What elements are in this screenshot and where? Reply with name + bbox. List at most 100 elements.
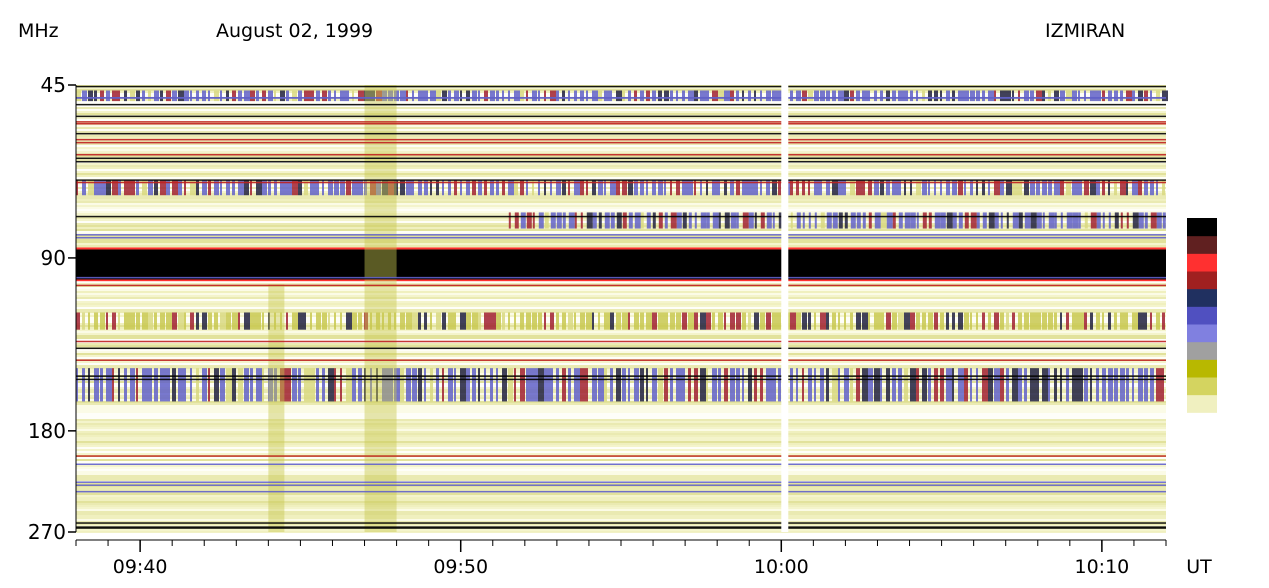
band-segment	[742, 180, 748, 196]
band-segment	[802, 368, 804, 402]
x-tick-label: 10:00	[754, 556, 809, 578]
band-segment	[808, 368, 812, 402]
band-segment	[928, 90, 932, 102]
band-segment	[550, 212, 556, 229]
band-segment	[478, 90, 480, 102]
noise-row	[76, 357, 1166, 359]
band-segment	[274, 180, 277, 196]
band-segment	[712, 368, 717, 402]
noise-row	[76, 89, 1166, 91]
interference-line	[76, 481, 1166, 483]
noise-row	[76, 515, 1166, 517]
band-segment	[496, 90, 499, 102]
band-segment	[658, 212, 663, 229]
band-segment	[166, 180, 170, 196]
band-segment	[538, 90, 540, 102]
band-segment	[130, 180, 135, 196]
interference-line	[76, 236, 1166, 239]
band-segment	[574, 368, 580, 402]
noise-row	[76, 183, 1166, 185]
interference-line	[76, 526, 1166, 528]
noise-row	[76, 289, 1166, 291]
noise-row	[76, 173, 1166, 175]
band-segment	[1006, 368, 1009, 402]
band-segment	[136, 90, 140, 102]
band-segment	[724, 212, 730, 229]
band-segment	[556, 180, 561, 196]
band-segment	[772, 212, 775, 229]
band-segment	[622, 368, 626, 402]
band-segment	[322, 368, 325, 402]
noise-row	[76, 511, 1166, 513]
noise-row	[76, 485, 1166, 487]
band-segment	[874, 180, 879, 196]
noise-row	[76, 207, 1166, 209]
interference-line	[76, 378, 1166, 381]
band-segment	[196, 180, 199, 196]
noise-row	[76, 421, 1166, 423]
band-segment	[1132, 90, 1135, 102]
band-segment	[676, 312, 681, 330]
band-segment	[160, 90, 163, 102]
noise-row	[76, 167, 1166, 169]
band-segment	[634, 368, 639, 402]
band-segment	[334, 90, 336, 102]
band-segment	[106, 368, 112, 402]
noise-row	[76, 293, 1166, 295]
noise-row	[76, 467, 1166, 469]
band-segment	[928, 312, 933, 330]
noise-row	[76, 143, 1166, 145]
band-segment	[562, 90, 565, 102]
band-segment	[826, 212, 832, 229]
band-segment	[832, 312, 836, 330]
band-segment	[952, 212, 957, 229]
interference-line	[76, 179, 1166, 181]
band-segment	[478, 312, 481, 330]
colorbar-segment	[1187, 377, 1217, 396]
band-segment	[184, 312, 186, 330]
noise-row	[76, 459, 1166, 461]
band-segment	[850, 212, 856, 229]
band-segment	[226, 180, 230, 196]
band-segment	[730, 180, 734, 196]
band-segment	[94, 90, 97, 102]
band-segment	[376, 180, 381, 196]
band-segment	[676, 212, 682, 229]
band-segment	[544, 90, 546, 102]
band-segment	[502, 180, 505, 196]
band-segment	[1084, 212, 1088, 229]
band-segment	[862, 312, 868, 330]
band-segment	[586, 90, 588, 102]
noise-row	[76, 291, 1166, 293]
band-segment	[436, 90, 441, 102]
band-segment	[1138, 90, 1143, 102]
noise-row	[76, 129, 1166, 131]
band-segment	[676, 368, 682, 402]
band-segment	[442, 368, 444, 402]
band-segment	[616, 180, 620, 196]
interference-line	[76, 157, 1166, 160]
band-segment	[724, 90, 730, 102]
band-segment	[874, 212, 881, 229]
band-segment	[232, 90, 236, 102]
noise-row	[76, 305, 1166, 307]
band-segment	[1102, 180, 1105, 196]
band-segment	[406, 90, 408, 102]
band-segment	[952, 312, 955, 330]
noise-row	[76, 405, 1166, 407]
band-segment	[448, 90, 451, 102]
band-segment	[526, 368, 532, 402]
band-segment	[418, 368, 422, 402]
band-segment	[100, 90, 104, 102]
band-segment	[832, 368, 838, 402]
band-segment	[376, 312, 380, 330]
band-segment	[490, 90, 495, 102]
noise-row	[76, 443, 1166, 445]
noise-row	[76, 449, 1166, 451]
band-segment	[592, 312, 594, 330]
interference-line	[76, 97, 1166, 99]
noise-row	[76, 229, 1166, 231]
band-segment	[1030, 368, 1036, 402]
noise-row	[76, 281, 1166, 283]
band-segment	[118, 312, 120, 330]
